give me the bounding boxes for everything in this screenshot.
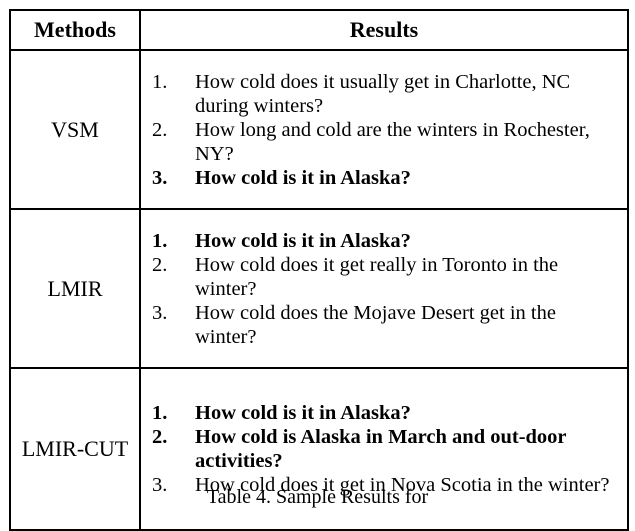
result-list: 1. How cold is it in Alaska? 2. How cold do… <box>149 229 619 349</box>
result-question: How cold is it in Alaska? <box>195 402 411 424</box>
table-row: VSM 1. How cold does it usually get in Cha… <box>9 49 629 210</box>
header-results: Results <box>139 9 629 51</box>
results-cell: 1. How cold does it usually get in Charlo… <box>139 49 629 210</box>
results-cell: 1. How cold is it in Alaska? 2. How cold do… <box>139 208 629 369</box>
list-item: 1. How cold is it in Alaska? <box>149 401 619 425</box>
list-item: 2. How long and cold are the winters in R… <box>149 118 619 166</box>
header-row: Methods Results <box>9 9 629 51</box>
result-number: 1. <box>152 70 168 93</box>
result-number: 1. <box>152 402 168 424</box>
results-table: Methods Results VSM 1. How cold does it us… <box>9 9 629 531</box>
list-item: 2. How cold does it get really in Toronto… <box>149 253 619 301</box>
result-list: 1. How cold does it usually get in Charlo… <box>149 70 619 190</box>
list-item: 3. How cold is it in Alaska? <box>149 166 619 190</box>
result-question: How cold does the Mojave Desert get in t… <box>195 301 556 348</box>
list-item: 3. How cold does the Mojave Desert get in… <box>149 301 619 349</box>
header-methods: Methods <box>9 9 141 51</box>
result-question: How cold is it in Alaska? <box>195 229 411 252</box>
result-number: 3. <box>152 474 168 496</box>
result-question: How long and cold are the winters in Roc… <box>195 118 590 165</box>
result-question: How cold is Alaska in March and out-door… <box>195 426 567 472</box>
result-question: How cold does it usually get in Charlott… <box>195 70 571 117</box>
list-item: 2. How cold is Alaska in March and out-do… <box>149 425 619 473</box>
table-caption: Table 4. Sample Results for <box>206 486 429 508</box>
result-number: 2. <box>152 426 168 448</box>
result-number: 3. <box>152 301 168 324</box>
result-question: How cold does it get really in Toronto i… <box>195 253 559 300</box>
method-cell: LMIR <box>9 208 141 369</box>
table-row: LMIR 1. How cold is it in Alaska? 2. How col… <box>9 208 629 369</box>
result-question: How cold does it get in Nova Scotia in t… <box>195 474 610 496</box>
result-number: 2. <box>152 118 168 141</box>
result-question: How cold is it in Alaska? <box>195 166 411 189</box>
list-item: 1. How cold is it in Alaska? <box>149 229 619 253</box>
list-item: 3. How cold does it get in Nova Scotia in… <box>149 473 619 497</box>
method-cell: VSM <box>9 49 141 210</box>
result-number: 3. <box>152 166 168 189</box>
table-row: LMIR-CUT 1. How cold is it in Alaska? 2. How… <box>9 367 629 531</box>
result-number: 2. <box>152 253 168 276</box>
result-list: 1. How cold is it in Alaska? 2. How cold is… <box>149 401 619 497</box>
list-item: 1. How cold does it usually get in Charlo… <box>149 70 619 118</box>
result-number: 1. <box>152 229 168 252</box>
results-cell: 1. How cold is it in Alaska? 2. How cold is… <box>139 367 629 531</box>
